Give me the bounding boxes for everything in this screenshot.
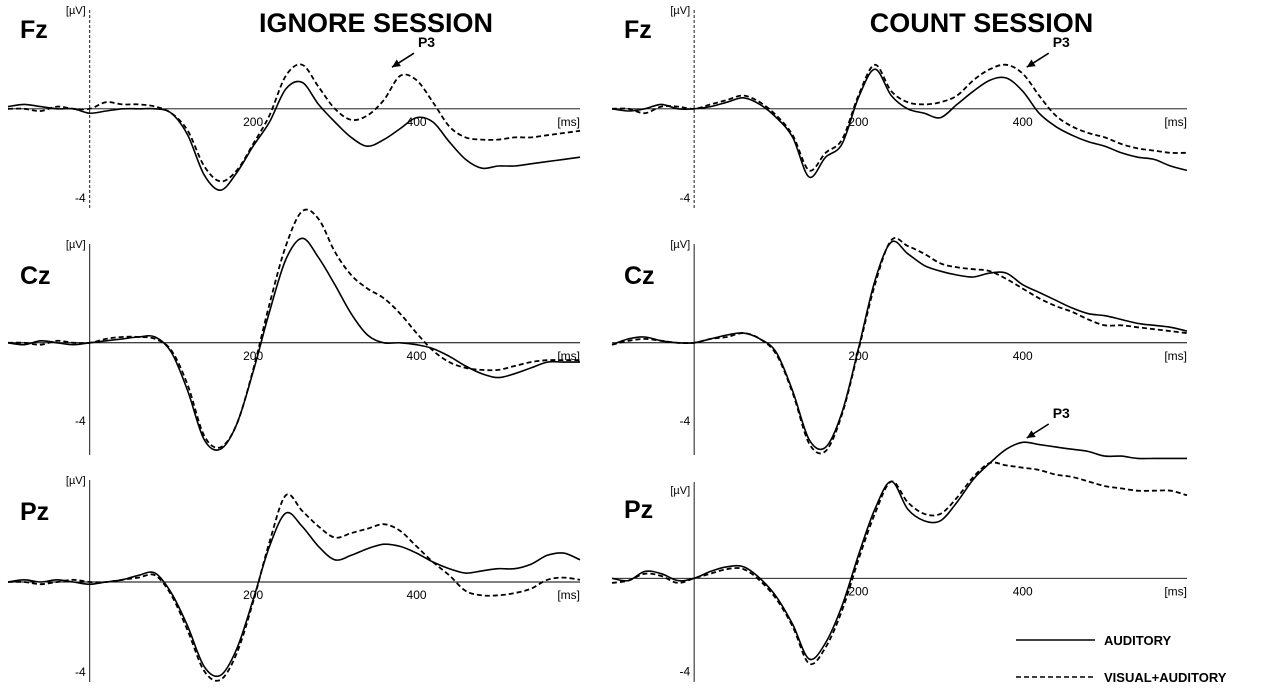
cz-ignore-xtick-label: 400 — [407, 349, 427, 363]
cz-ignore-xtick-label: 200 — [243, 349, 263, 363]
pz-ignore-ytick-label: -4 — [75, 665, 86, 679]
pz-ignore-xtick-label: 200 — [243, 588, 263, 602]
cz-count-ytick-label: -4 — [679, 414, 690, 428]
pz-ignore-y-unit-label: [µV] — [66, 475, 86, 487]
fz-count-p3-label: P3 — [1053, 34, 1070, 50]
pz-ignore-series-auditory-line — [7, 511, 581, 678]
fz-count-x-unit-label: [ms] — [1164, 115, 1187, 129]
cz-ignore-electrode-label: Cz — [20, 262, 51, 290]
pz-count-p3-label: P3 — [1053, 405, 1070, 421]
fz-ignore-session-title: IGNORE SESSION — [259, 8, 493, 38]
cz-count-y-unit-label: [µV] — [670, 239, 690, 251]
cz-ignore-series-visual-auditory-line — [7, 208, 580, 449]
cz-ignore-series-auditory-line — [7, 237, 580, 451]
fz-ignore-p3-arrow-head — [391, 59, 401, 68]
cz-ignore-y-unit-label: [µV] — [66, 239, 86, 251]
fz-ignore-ytick-label: -4 — [75, 191, 86, 205]
fz-count-y-unit-label: [µV] — [670, 5, 690, 17]
cz-count-xtick-label: 200 — [848, 349, 868, 363]
cz-count-xtick-label: 400 — [1013, 349, 1033, 363]
pz-count-y-unit-label: [µV] — [670, 485, 690, 497]
fz-ignore-y-unit-label: [µV] — [66, 5, 86, 17]
pz-count-series-auditory-line — [611, 441, 1187, 661]
fz-ignore-xtick-label: 400 — [407, 115, 427, 129]
cz-ignore-x-unit-label: [ms] — [557, 349, 580, 363]
fz-count-xtick-label: 200 — [848, 115, 868, 129]
fz-ignore-xtick-label: 200 — [243, 115, 263, 129]
fz-ignore-p3-label: P3 — [418, 34, 435, 50]
cz-count-electrode-label: Cz — [624, 262, 655, 290]
cz-count-x-unit-label: [ms] — [1164, 349, 1187, 363]
fz-ignore-series-auditory-line — [7, 80, 581, 191]
cz-ignore-ytick-label: -4 — [75, 414, 86, 428]
fz-ignore-electrode-label: Fz — [20, 16, 48, 44]
pz-count-ytick-label: -4 — [679, 664, 690, 678]
fz-ignore-series-visual-auditory-line — [7, 63, 581, 183]
pz-count-xtick-label: 400 — [1013, 584, 1033, 598]
pz-count-xtick-label: 200 — [848, 584, 868, 598]
fz-count-p3-arrow-head — [1026, 59, 1036, 68]
legend-label-auditory: AUDITORY — [1104, 633, 1172, 648]
pz-ignore-x-unit-label: [ms] — [557, 588, 580, 602]
cz-count-series-auditory-line — [611, 240, 1188, 451]
pz-count-electrode-label: Pz — [624, 496, 653, 524]
pz-count-p3-arrow-head — [1026, 430, 1036, 438]
pz-ignore-series-visual-auditory-line — [7, 493, 581, 682]
pz-count-series-visual-auditory-line — [611, 461, 1188, 666]
fz-count-ytick-label: -4 — [679, 191, 690, 205]
fz-count-series-auditory-line — [611, 68, 1188, 179]
fz-count-series-visual-auditory-line — [611, 63, 1188, 172]
fz-count-session-title: COUNT SESSION — [870, 8, 1094, 38]
cz-count-series-visual-auditory-line — [611, 237, 1188, 455]
pz-ignore-xtick-label: 400 — [407, 588, 427, 602]
pz-count-x-unit-label: [ms] — [1164, 584, 1187, 598]
fz-count-electrode-label: Fz — [624, 16, 652, 44]
fz-count-xtick-label: 400 — [1013, 115, 1033, 129]
pz-ignore-electrode-label: Pz — [20, 498, 49, 526]
legend-label-visual-auditory: VISUAL+AUDITORY — [1104, 670, 1227, 685]
fz-ignore-x-unit-label: [ms] — [557, 115, 580, 129]
